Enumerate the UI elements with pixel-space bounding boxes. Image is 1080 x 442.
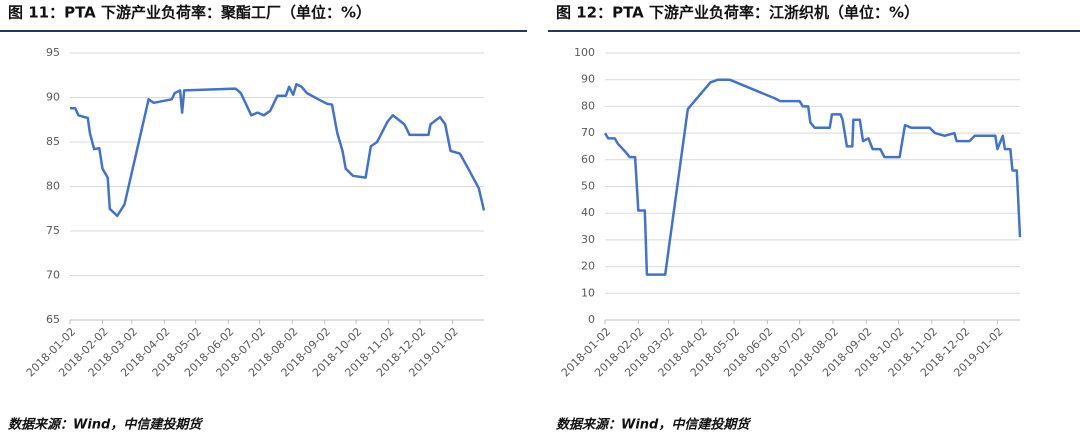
y-tick-label: 95 — [46, 46, 60, 59]
y-tick-label: 80 — [46, 180, 60, 193]
y-tick-label: 100 — [574, 46, 595, 59]
y-tick-label: 40 — [581, 206, 595, 219]
y-tick-label: 70 — [581, 126, 595, 139]
chart-title: 图 12：PTA 下游产业负荷率：江浙织机（单位：%） — [556, 4, 919, 22]
y-tick-label: 0 — [588, 313, 595, 326]
y-tick-label: 65 — [46, 313, 60, 326]
y-tick-label: 60 — [581, 153, 595, 166]
source-note: 数据来源：Wind，中信建投期货 — [556, 417, 751, 433]
y-tick-label: 90 — [581, 73, 595, 86]
y-tick-label: 50 — [581, 180, 595, 193]
y-tick-label: 70 — [46, 269, 60, 282]
y-tick-label: 90 — [46, 91, 60, 104]
y-tick-label: 75 — [46, 224, 60, 237]
y-tick-label: 10 — [581, 286, 595, 299]
y-tick-label: 20 — [581, 260, 595, 273]
y-tick-label: 80 — [581, 99, 595, 112]
y-tick-label: 30 — [581, 233, 595, 246]
y-tick-label: 85 — [46, 135, 60, 148]
source-note: 数据来源：Wind，中信建投期货 — [8, 417, 203, 433]
chart-title: 图 11：PTA 下游产业负荷率：聚酯工厂（单位：%） — [8, 4, 371, 22]
series-line — [70, 82, 486, 218]
series-line — [603, 78, 1022, 276]
